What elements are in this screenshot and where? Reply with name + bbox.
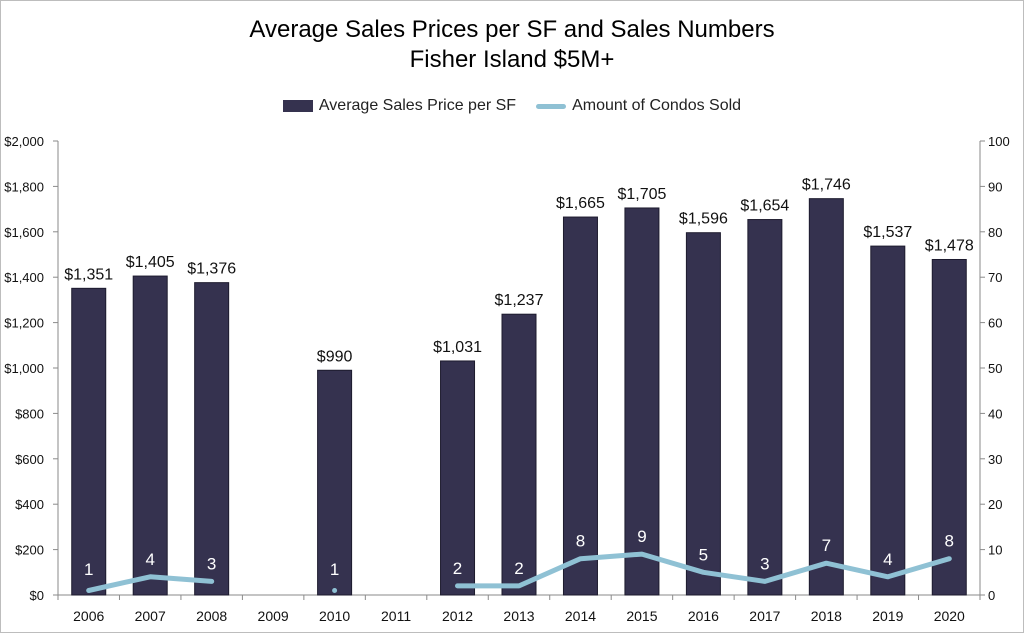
chart-title: Average Sales Prices per SF and Sales Nu… xyxy=(249,16,775,43)
price-bar-label: $1,405 xyxy=(126,254,175,271)
legend-swatch-line xyxy=(536,103,567,109)
condos-sold-label: 1 xyxy=(84,560,93,579)
y-right-tick-label: 80 xyxy=(988,225,1002,240)
condos-sold-label: 8 xyxy=(576,532,585,551)
y-right-tick-label: 70 xyxy=(988,270,1002,285)
price-bar-label: $990 xyxy=(317,348,353,365)
price-bar xyxy=(747,219,783,596)
x-tick-label: 2013 xyxy=(503,608,534,624)
price-bar xyxy=(194,282,230,596)
condos-sold-label: 4 xyxy=(883,550,892,569)
condos-sold-label: 5 xyxy=(699,545,708,564)
condos-sold-label: 3 xyxy=(207,554,216,573)
price-bar-label: $1,537 xyxy=(863,224,912,241)
x-tick-label: 2008 xyxy=(196,608,227,624)
y-left-tick-label: $600 xyxy=(15,452,44,467)
y-left-tick-label: $1,600 xyxy=(4,225,44,240)
price-bar xyxy=(931,258,967,596)
condos-sold-label: 3 xyxy=(760,554,769,573)
x-tick-label: 2014 xyxy=(565,608,596,624)
price-bar-label: $1,351 xyxy=(64,266,113,283)
x-tick-label: 2007 xyxy=(135,608,166,624)
price-bar-label: $1,746 xyxy=(802,177,851,194)
legend-item-price: Average Sales Price per SF xyxy=(282,97,517,115)
y-right-tick-label: 30 xyxy=(988,452,1002,467)
price-bar-label: $1,654 xyxy=(740,198,789,215)
price-bar xyxy=(132,275,168,596)
x-tick-label: 2010 xyxy=(319,608,350,624)
legend-label-count: Amount of Condos Sold xyxy=(572,97,742,114)
legend-swatch-bar xyxy=(282,100,313,112)
y-left-tick-label: $1,400 xyxy=(4,270,44,285)
y-left-tick-label: $1,200 xyxy=(4,316,44,331)
price-bar xyxy=(71,287,107,596)
price-bar xyxy=(562,216,598,596)
condos-sold-label: 4 xyxy=(145,550,154,569)
legend-item-count: Amount of Condos Sold xyxy=(536,97,741,115)
y-right-tick-label: 60 xyxy=(988,316,1002,331)
y-left-tick-label: $400 xyxy=(15,497,44,512)
chart-subtitle: Fisher Island $5M+ xyxy=(409,46,615,73)
y-left-tick-label: $0 xyxy=(30,588,44,603)
condos-sold-label: 1 xyxy=(330,560,339,579)
y-right-tick-label: 0 xyxy=(988,588,995,603)
price-bar-label: $1,665 xyxy=(556,195,605,212)
condos-sold-line xyxy=(455,551,952,589)
condos-sold-point xyxy=(332,587,338,593)
price-bar-label: $1,031 xyxy=(433,339,482,356)
condos-sold-label: 7 xyxy=(822,536,831,555)
y-right-tick-label: 20 xyxy=(988,497,1002,512)
price-bar-label: $1,596 xyxy=(679,211,728,228)
y-left-tick-label: $1,000 xyxy=(4,361,44,376)
legend-label-price: Average Sales Price per SF xyxy=(318,97,517,114)
y-left-tick-label: $800 xyxy=(15,406,44,421)
price-bar-label: $1,478 xyxy=(925,237,974,254)
x-tick-label: 2006 xyxy=(73,608,104,624)
condos-sold-label: 2 xyxy=(453,559,462,578)
price-bar xyxy=(501,313,537,596)
price-bar xyxy=(440,360,476,596)
y-right-tick-label: 100 xyxy=(988,134,1010,149)
x-tick-label: 2016 xyxy=(688,608,719,624)
y-left-tick-label: $2,000 xyxy=(4,134,44,149)
price-bar-label: $1,376 xyxy=(187,261,236,278)
x-tick-label: 2018 xyxy=(811,608,842,624)
condos-sold-label: 9 xyxy=(637,527,646,546)
chart-legend: Average Sales Price per SF Amount of Con… xyxy=(0,97,1024,115)
price-bar-label: $1,705 xyxy=(617,186,666,203)
x-tick-label: 2011 xyxy=(381,608,411,624)
y-right-tick-label: 90 xyxy=(988,179,1002,194)
price-bar-label: $1,237 xyxy=(495,292,544,309)
y-left-tick-label: $1,800 xyxy=(4,179,44,194)
x-tick-label: 2017 xyxy=(749,608,780,624)
condos-sold-label: 2 xyxy=(514,559,523,578)
y-right-tick-label: 50 xyxy=(988,361,1002,376)
condos-sold-label: 8 xyxy=(945,532,954,551)
price-bar xyxy=(685,232,721,596)
y-right-tick-label: 40 xyxy=(988,406,1002,421)
y-right-tick-label: 10 xyxy=(988,543,1002,558)
price-bar xyxy=(624,207,660,596)
x-tick-label: 2019 xyxy=(872,608,903,624)
x-tick-label: 2009 xyxy=(258,608,289,624)
x-tick-label: 2020 xyxy=(934,608,965,624)
y-left-tick-label: $200 xyxy=(15,543,44,558)
x-tick-label: 2015 xyxy=(626,608,657,624)
price-bar xyxy=(808,198,844,596)
price-bar xyxy=(317,369,353,596)
condos-sold-line xyxy=(86,574,215,593)
x-tick-label: 2012 xyxy=(442,608,473,624)
price-bar xyxy=(870,245,906,596)
